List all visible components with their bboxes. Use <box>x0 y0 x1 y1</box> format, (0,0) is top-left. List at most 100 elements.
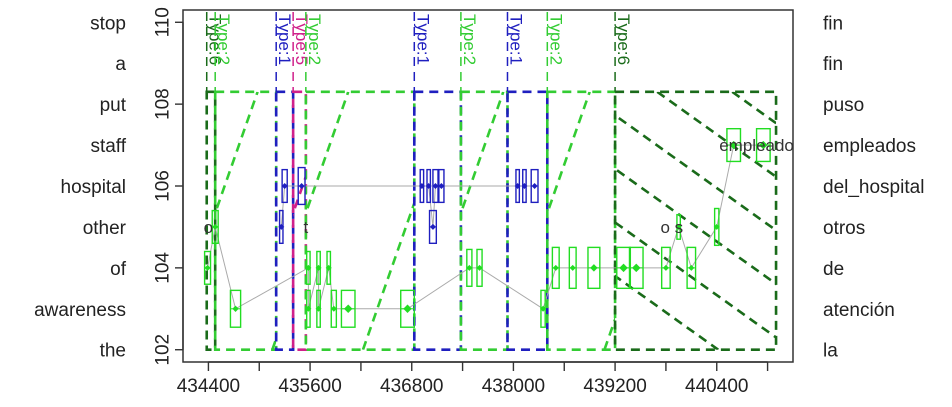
data-point <box>466 248 473 287</box>
data-point <box>400 289 415 328</box>
point-marker <box>632 263 641 273</box>
point-marker <box>662 264 669 271</box>
hatch-line <box>377 92 467 350</box>
point-marker <box>278 223 285 230</box>
point-marker <box>204 264 211 271</box>
point-annotation: t <box>303 218 308 237</box>
point-marker <box>619 263 628 273</box>
point-marker <box>212 223 219 230</box>
hatch-line <box>215 91 259 217</box>
data-point <box>211 209 219 245</box>
target-word: atención <box>823 300 895 321</box>
hatch-line <box>140 92 230 350</box>
data-point <box>330 289 338 328</box>
hatch-line <box>305 91 350 217</box>
point-marker <box>552 264 559 271</box>
point-marker <box>429 223 436 230</box>
data-point <box>297 166 306 206</box>
region-type-label: Type:1 <box>413 14 432 65</box>
data-point <box>755 127 771 163</box>
data-point <box>340 289 356 328</box>
hatch-line <box>656 91 777 179</box>
point-marker <box>281 183 288 189</box>
hatch-line <box>293 172 306 217</box>
region-hatch <box>215 91 572 350</box>
y-axis: 102 104 106 108 110 <box>153 7 184 366</box>
data-point <box>428 209 438 245</box>
hatch-line <box>455 92 545 350</box>
point-annotation: o s <box>661 218 684 237</box>
y-tick-label: 106 <box>153 170 174 202</box>
point-marker <box>330 305 337 312</box>
data-point <box>278 209 285 245</box>
source-word: a <box>115 54 126 75</box>
data-point <box>660 246 671 290</box>
point-marker <box>540 305 547 312</box>
target-word: empleados <box>823 136 916 157</box>
source-word: other <box>83 218 127 239</box>
hatch-line <box>518 92 608 350</box>
point-marker <box>476 264 483 271</box>
point-marker <box>403 304 412 314</box>
point-annotation: o <box>204 218 213 237</box>
x-tick-label: 434400 <box>177 376 240 397</box>
region-type-label: Type:6 <box>614 14 633 65</box>
data-point <box>281 168 288 204</box>
target-word: puso <box>823 95 864 116</box>
target-word: fin <box>823 54 843 75</box>
point-marker <box>325 264 332 271</box>
point-marker <box>531 183 538 189</box>
region-border <box>274 90 295 352</box>
region-type-label: Type:1 <box>275 14 294 65</box>
data-point <box>587 246 601 290</box>
type-region: Type:1 <box>274 12 295 352</box>
source-word: awareness <box>34 300 126 321</box>
target-word: de <box>823 259 844 280</box>
region-border <box>213 90 278 352</box>
point-marker <box>425 183 432 189</box>
region-border <box>506 90 549 352</box>
region-border <box>205 90 217 352</box>
hatch-line <box>308 92 398 350</box>
region-border <box>546 90 617 352</box>
point-marker <box>590 264 598 272</box>
type-region: Type:2 <box>546 12 617 352</box>
point-marker <box>315 264 322 271</box>
point-marker <box>298 183 305 189</box>
data-point <box>315 289 322 328</box>
source-word: hospital <box>61 177 127 198</box>
hatch-line <box>573 92 663 350</box>
region-type-label: Type:2 <box>460 14 479 65</box>
point-marker <box>343 304 353 314</box>
target-word: otros <box>823 218 865 239</box>
point-marker <box>466 264 473 271</box>
region-type-label: Type:2 <box>305 14 324 65</box>
point-marker <box>521 183 528 189</box>
target-word: fin <box>823 13 843 34</box>
type-region: Type:6 <box>613 12 778 352</box>
region-type-label: Type:5 <box>292 14 311 65</box>
hatch-line <box>460 91 505 217</box>
hatch-line <box>350 92 440 350</box>
region-hatch <box>547 91 616 350</box>
x-tick-label: 440400 <box>685 376 748 397</box>
region-border <box>304 90 416 352</box>
data-point <box>628 246 644 290</box>
source-word: put <box>100 95 127 116</box>
data-point <box>713 207 720 247</box>
type-region: Type:1 <box>506 12 549 352</box>
x-tick-label: 435600 <box>278 376 341 397</box>
source-word-labels: stop a put staff hospital other of awareness the <box>34 13 127 361</box>
y-tick-label: 104 <box>153 252 174 284</box>
hatch-line <box>482 92 572 350</box>
data-point <box>325 250 332 285</box>
data-point <box>616 246 632 290</box>
point-annotation: empleado <box>719 136 794 155</box>
data-point <box>418 168 425 204</box>
target-word: del_hospital <box>823 177 924 198</box>
region-border <box>459 90 509 352</box>
hatch-line <box>615 220 777 340</box>
y-tick-label: 110 <box>153 7 174 37</box>
data-point <box>514 168 521 204</box>
